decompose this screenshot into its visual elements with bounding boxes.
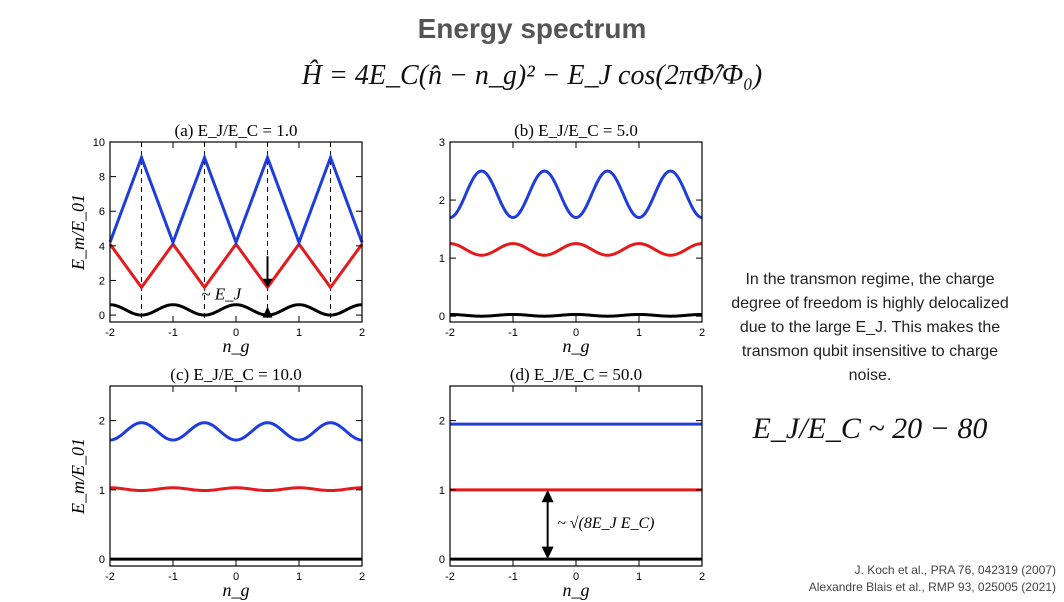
hamiltonian-text: Ĥ = 4E_C(n̂ − n_g)² − E_J cos(2πΦ̂/Φ₀)	[301, 60, 763, 91]
y-tick-label: 3	[439, 137, 445, 149]
x-axis-label: n_g	[223, 336, 250, 356]
y-tick-label: 2	[439, 416, 445, 428]
x-tick-label: -1	[508, 571, 518, 583]
x-tick-label: 1	[636, 327, 642, 339]
chart-panel-b: (b) E_J/E_C = 5.0 -2 -1 0 1 2 0 1 2 3 n_g	[439, 121, 705, 356]
x-tick-label: -1	[508, 327, 518, 339]
y-tick-label: 1	[99, 485, 105, 497]
y-axis-label: E_m/E_01	[68, 438, 88, 515]
x-tick-label: 2	[699, 327, 705, 339]
plot-frame	[449, 385, 703, 567]
series-line-m=1	[108, 241, 364, 290]
chart-title: (b) E_J/E_C = 5.0	[514, 121, 638, 140]
y-tick-label: 0	[439, 311, 445, 323]
y-tick-label: 0	[99, 310, 105, 322]
x-tick-label: -2	[445, 327, 455, 339]
y-tick-label: 8	[99, 172, 105, 184]
x-tick-label: 2	[359, 327, 365, 339]
reference-blais: Alexandre Blais et al., RMP 93, 025005 (…	[808, 580, 1056, 594]
x-tick-label: -2	[105, 571, 115, 583]
arrowhead-down	[262, 278, 273, 288]
series-line-m=1	[449, 242, 703, 257]
ratio-range: E_J/E_C ~ 20 − 80	[752, 412, 988, 445]
plot-frame	[449, 141, 703, 323]
references: J. Koch et al., PRA 76, 042319 (2007) Al…	[809, 562, 1056, 596]
x-axis-label: n_g	[563, 336, 590, 356]
x-axis-label: n_g	[563, 580, 590, 600]
y-tick-label: 1	[439, 485, 445, 497]
series-line-m=2	[109, 421, 363, 442]
y-tick-label: 1	[439, 253, 445, 265]
y-axis-label: E_m/E_01	[68, 194, 88, 271]
x-tick-label: 0	[573, 571, 579, 583]
chart-title: (d) E_J/E_C = 50.0	[510, 365, 642, 384]
x-tick-label: 0	[573, 327, 579, 339]
series-line-m=2	[449, 169, 703, 219]
annotation-ej: ~ E_J	[201, 285, 242, 304]
annotation-gap: ~ √(8E_J E_C)	[557, 515, 654, 532]
y-tick-label: 2	[99, 416, 105, 428]
transmon-description: In the transmon regime, the charge degre…	[731, 271, 1009, 384]
series-line-m=2	[108, 153, 364, 247]
arrowhead-up	[262, 306, 273, 318]
chart-panel-d: (d) E_J/E_C = 50.0 -2 -1 0 1 2 0 1 2 n_g ~ √(8E_J …	[439, 365, 705, 600]
arrowhead-down	[541, 546, 554, 560]
y-tick-label: 0	[99, 554, 105, 566]
x-tick-label: -2	[105, 327, 115, 339]
x-tick-label: -2	[445, 571, 455, 583]
x-tick-label: -1	[168, 327, 178, 339]
series-line-m=0	[449, 312, 703, 318]
y-tick-label: 4	[99, 241, 105, 253]
series-line-m=1	[109, 486, 363, 493]
x-tick-label: 0	[233, 571, 239, 583]
x-tick-label: 1	[636, 571, 642, 583]
y-tick-label: 6	[99, 206, 105, 218]
chart-panel-a: (a) E_J/E_C = 1.0 -2 -1 0 1 2 0 2 4 6 8 10 n_g E_m/E_…	[68, 121, 365, 356]
x-tick-label: 1	[296, 571, 302, 583]
y-tick-label: 2	[99, 275, 105, 287]
x-tick-label: 2	[359, 571, 365, 583]
x-tick-label: 1	[296, 327, 302, 339]
reference-koch: J. Koch et al., PRA 76, 042319 (2007)	[854, 563, 1056, 577]
series-line-m=0	[109, 303, 363, 317]
arrowhead-up	[541, 489, 554, 503]
hamiltonian-equation: Ĥ = 4E_C(n̂ − n_g)² − E_J cos(2πΦ̂/Φ₀)	[0, 60, 1064, 92]
x-axis-label: n_g	[223, 580, 250, 600]
chart-title: (a) E_J/E_C = 1.0	[175, 121, 298, 140]
y-tick-label: 10	[93, 137, 105, 149]
chart-title: (c) E_J/E_C = 10.0	[170, 365, 301, 384]
x-tick-label: -1	[168, 571, 178, 583]
y-tick-label: 0	[439, 554, 445, 566]
y-tick-label: 2	[439, 195, 445, 207]
plot-frame	[109, 385, 363, 567]
chart-panel-c: (c) E_J/E_C = 10.0 -2 -1 0 1 2 0 1 2 n_g E_m/E_01	[68, 365, 365, 600]
x-tick-label: 0	[233, 327, 239, 339]
x-tick-label: 2	[699, 571, 705, 583]
slide-title: Energy spectrum	[417, 13, 647, 44]
